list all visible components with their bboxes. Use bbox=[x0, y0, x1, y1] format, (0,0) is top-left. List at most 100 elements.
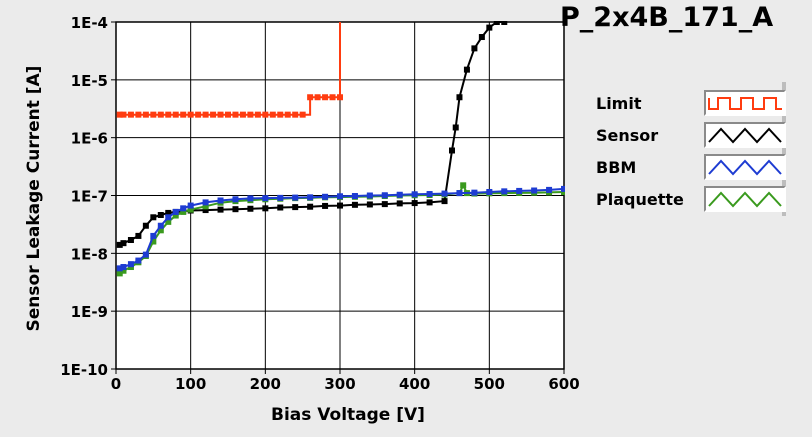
data-point bbox=[314, 94, 321, 101]
data-point bbox=[486, 24, 493, 31]
data-point bbox=[307, 203, 314, 210]
series-sensor bbox=[116, 21, 508, 248]
data-point bbox=[329, 94, 336, 101]
data-point bbox=[202, 203, 209, 210]
data-point bbox=[322, 202, 329, 209]
data-point bbox=[217, 111, 224, 118]
x-tick-label: 500 bbox=[474, 375, 505, 393]
data-point bbox=[120, 111, 127, 118]
y-tick-label: 1E-9 bbox=[71, 303, 108, 321]
data-point bbox=[449, 147, 455, 154]
y-axis-label: Sensor Leakage Current [A] bbox=[24, 66, 44, 332]
data-point bbox=[172, 111, 179, 118]
legend-item-limit[interactable]: Limit bbox=[584, 86, 786, 118]
data-point bbox=[116, 270, 123, 277]
data-point bbox=[142, 111, 149, 118]
data-point bbox=[247, 195, 254, 202]
data-point bbox=[366, 201, 373, 208]
data-point bbox=[411, 200, 418, 207]
data-point bbox=[239, 111, 246, 118]
data-point bbox=[202, 111, 209, 118]
data-point bbox=[165, 209, 172, 216]
x-tick-label: 100 bbox=[175, 375, 206, 393]
data-point bbox=[463, 66, 470, 73]
data-point bbox=[292, 111, 299, 118]
square-wave-icon bbox=[704, 90, 786, 116]
data-point bbox=[396, 191, 403, 198]
x-tick-label: 0 bbox=[111, 375, 121, 393]
x-tick-label: 400 bbox=[399, 375, 430, 393]
data-point bbox=[157, 227, 164, 234]
data-point bbox=[210, 111, 217, 118]
data-point bbox=[277, 204, 284, 211]
data-point bbox=[120, 240, 127, 247]
data-point bbox=[187, 111, 194, 118]
data-point bbox=[284, 111, 291, 118]
data-point bbox=[460, 182, 467, 189]
data-point bbox=[127, 261, 134, 268]
data-point bbox=[195, 111, 202, 118]
data-point bbox=[120, 267, 127, 274]
data-point bbox=[531, 187, 538, 194]
data-point bbox=[441, 190, 448, 197]
data-point bbox=[142, 251, 149, 258]
data-point bbox=[493, 21, 500, 25]
data-point bbox=[157, 212, 164, 219]
data-point bbox=[165, 214, 172, 221]
data-point bbox=[396, 200, 403, 207]
data-point bbox=[299, 111, 306, 118]
y-tick-label: 1E-7 bbox=[71, 188, 108, 206]
data-point bbox=[262, 195, 269, 202]
data-point bbox=[247, 111, 254, 118]
data-point bbox=[150, 232, 157, 239]
data-point bbox=[157, 111, 164, 118]
data-point bbox=[157, 222, 164, 229]
data-point bbox=[127, 111, 134, 118]
data-point bbox=[337, 94, 343, 101]
data-point bbox=[247, 205, 254, 212]
data-point bbox=[478, 34, 485, 41]
data-point bbox=[180, 111, 187, 118]
data-point bbox=[277, 194, 284, 201]
legend-item-sensor[interactable]: Sensor bbox=[584, 118, 786, 150]
data-point bbox=[471, 189, 478, 196]
y-tick-label: 1E-6 bbox=[71, 130, 108, 148]
data-point bbox=[561, 188, 565, 195]
data-point bbox=[452, 124, 459, 131]
x-axis-label: Bias Voltage [V] bbox=[271, 405, 425, 425]
series-limit bbox=[116, 22, 343, 118]
legend-label-bbm: BBM bbox=[596, 158, 637, 177]
data-point bbox=[351, 193, 358, 200]
triangle-wave-icon bbox=[704, 154, 786, 180]
data-point bbox=[366, 192, 373, 199]
data-point bbox=[307, 94, 314, 101]
series-bbm bbox=[116, 185, 565, 272]
data-point bbox=[254, 111, 261, 118]
data-point bbox=[202, 199, 209, 206]
data-point bbox=[165, 218, 172, 225]
data-point bbox=[411, 191, 418, 198]
data-point bbox=[546, 186, 553, 193]
data-point bbox=[307, 194, 314, 201]
data-point bbox=[187, 206, 194, 213]
data-point bbox=[262, 111, 269, 118]
legend-item-bbm[interactable]: BBM bbox=[584, 150, 786, 182]
data-point bbox=[217, 206, 224, 213]
data-point bbox=[292, 204, 299, 211]
legend-label-sensor: Sensor bbox=[596, 126, 659, 145]
triangle-wave-icon bbox=[704, 186, 786, 212]
data-point bbox=[172, 212, 179, 219]
x-tick-label: 200 bbox=[250, 375, 281, 393]
data-point bbox=[561, 185, 565, 192]
data-point bbox=[217, 197, 224, 204]
data-point bbox=[150, 111, 157, 118]
legend-item-plaquette[interactable]: Plaquette bbox=[584, 182, 786, 214]
data-point bbox=[501, 21, 508, 25]
data-point bbox=[135, 257, 142, 264]
x-tick-label: 600 bbox=[548, 375, 579, 393]
data-point bbox=[486, 188, 493, 195]
data-point bbox=[116, 241, 123, 248]
data-point bbox=[165, 111, 172, 118]
data-point bbox=[225, 111, 231, 118]
